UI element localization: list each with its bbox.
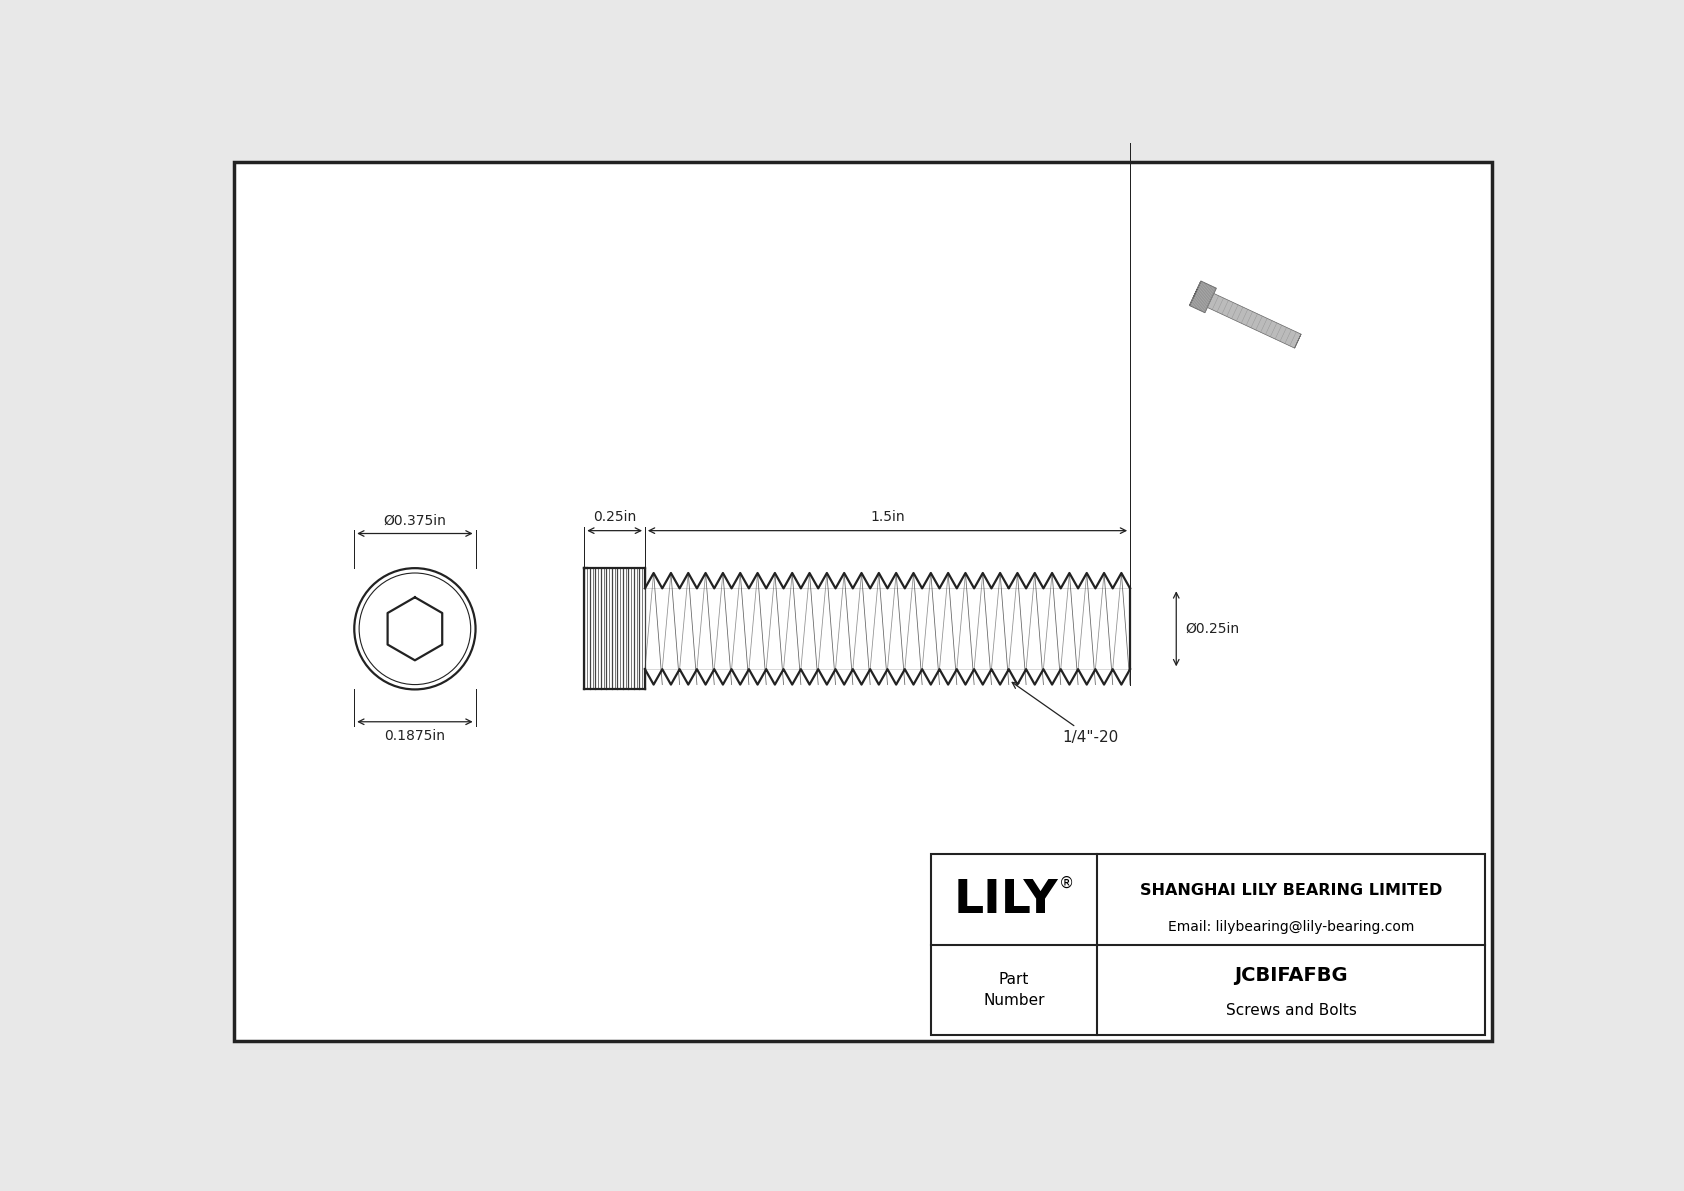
Text: LILY: LILY <box>953 878 1059 923</box>
Bar <box>931 854 1485 1035</box>
Text: JCBIFAFBG: JCBIFAFBG <box>1234 966 1347 985</box>
Polygon shape <box>1295 335 1302 348</box>
Text: 1.5in: 1.5in <box>871 511 904 524</box>
Polygon shape <box>1189 281 1216 313</box>
Text: 0.1875in: 0.1875in <box>384 729 445 743</box>
Text: SHANGHAI LILY BEARING LIMITED: SHANGHAI LILY BEARING LIMITED <box>1140 883 1443 898</box>
Text: 0.25in: 0.25in <box>593 511 637 524</box>
Text: ®: ® <box>1059 877 1074 891</box>
Polygon shape <box>1207 293 1302 348</box>
Text: Part
Number: Part Number <box>983 972 1044 1008</box>
Polygon shape <box>1189 281 1201 306</box>
Text: Ø0.25in: Ø0.25in <box>1186 622 1239 636</box>
Polygon shape <box>1194 289 1197 298</box>
Text: Email: lilybearing@lily-bearing.com: Email: lilybearing@lily-bearing.com <box>1169 919 1415 934</box>
Text: Ø0.375in: Ø0.375in <box>384 513 446 528</box>
Text: Screws and Bolts: Screws and Bolts <box>1226 1003 1357 1017</box>
Text: 1/4"-20: 1/4"-20 <box>1012 682 1118 746</box>
